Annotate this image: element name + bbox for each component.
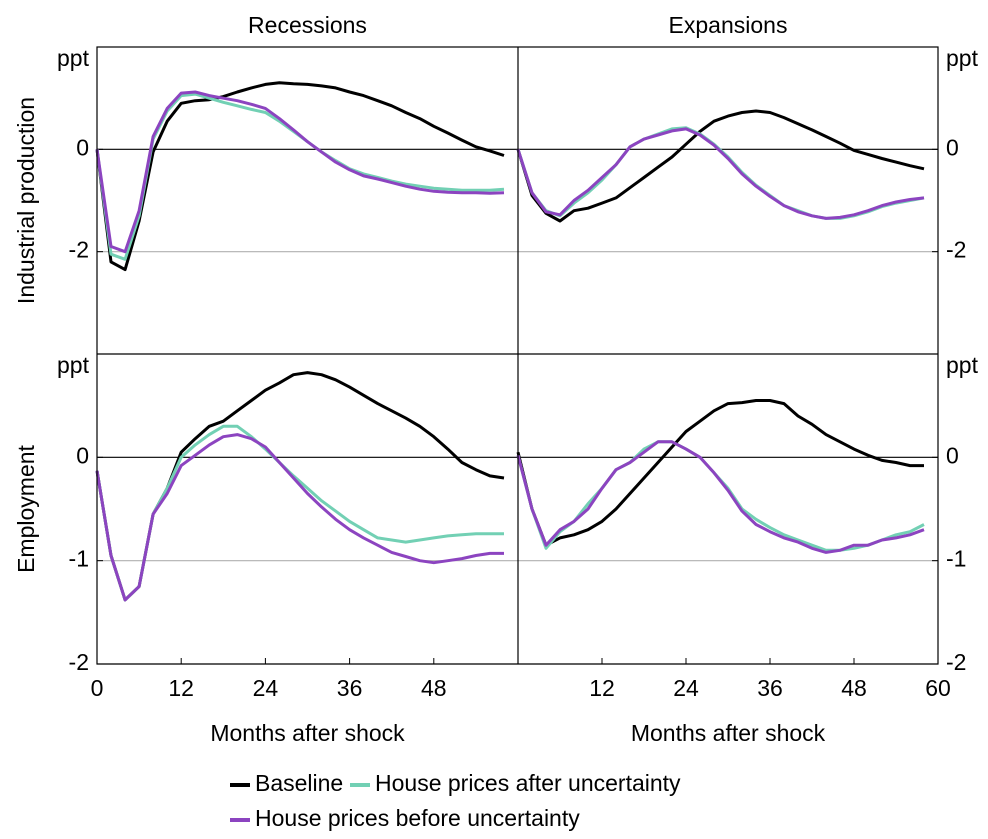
x-tick-label: 36 [757,675,783,701]
series-line [95,433,504,602]
legend-label: House prices after uncertainty [375,770,681,796]
x-tick-label: 12 [168,675,194,701]
series-line [516,440,925,554]
y-tick-label: -2 [69,649,89,675]
series-line [516,109,925,223]
legend-label: House prices before uncertainty [255,805,580,831]
x-tick-label: 12 [589,675,615,701]
y-tick-label: 0 [76,442,89,468]
series-line [95,81,505,272]
x-tick-label: 0 [91,675,104,701]
series-line [516,127,925,220]
x-tick-label: 48 [421,675,447,701]
y-unit: ppt [946,45,979,71]
y-tick-label: 0 [76,134,89,160]
series-line [516,126,925,220]
x-tick-label: 36 [337,675,363,701]
y-tick-label: -1 [946,546,966,572]
x-tick-label: 24 [673,675,699,701]
y-tick-label: 0 [946,134,959,160]
x-axis-label: Months after shock [210,720,405,746]
y-tick-label: -2 [69,237,89,263]
series-line [95,90,505,254]
panel-title: Recessions [248,12,367,38]
y-tick-label: 0 [946,442,959,468]
y-unit: ppt [57,352,90,378]
panel-title: Expansions [669,12,788,38]
y-unit: ppt [946,352,979,378]
y-axis-label: Employment [13,444,39,572]
series-line [95,92,505,261]
x-tick-label: 60 [925,675,951,701]
legend-label: Baseline [255,770,343,796]
x-tick-label: 48 [841,675,867,701]
series-line [95,424,504,602]
y-tick-label: -1 [69,546,89,572]
y-unit: ppt [57,45,90,71]
y-tick-label: -2 [946,237,966,263]
x-axis-label: Months after shock [631,720,826,746]
x-tick-label: 24 [253,675,279,701]
y-tick-label: -2 [946,649,966,675]
y-axis-label: Industrial production [13,97,39,304]
series-line [516,399,924,547]
